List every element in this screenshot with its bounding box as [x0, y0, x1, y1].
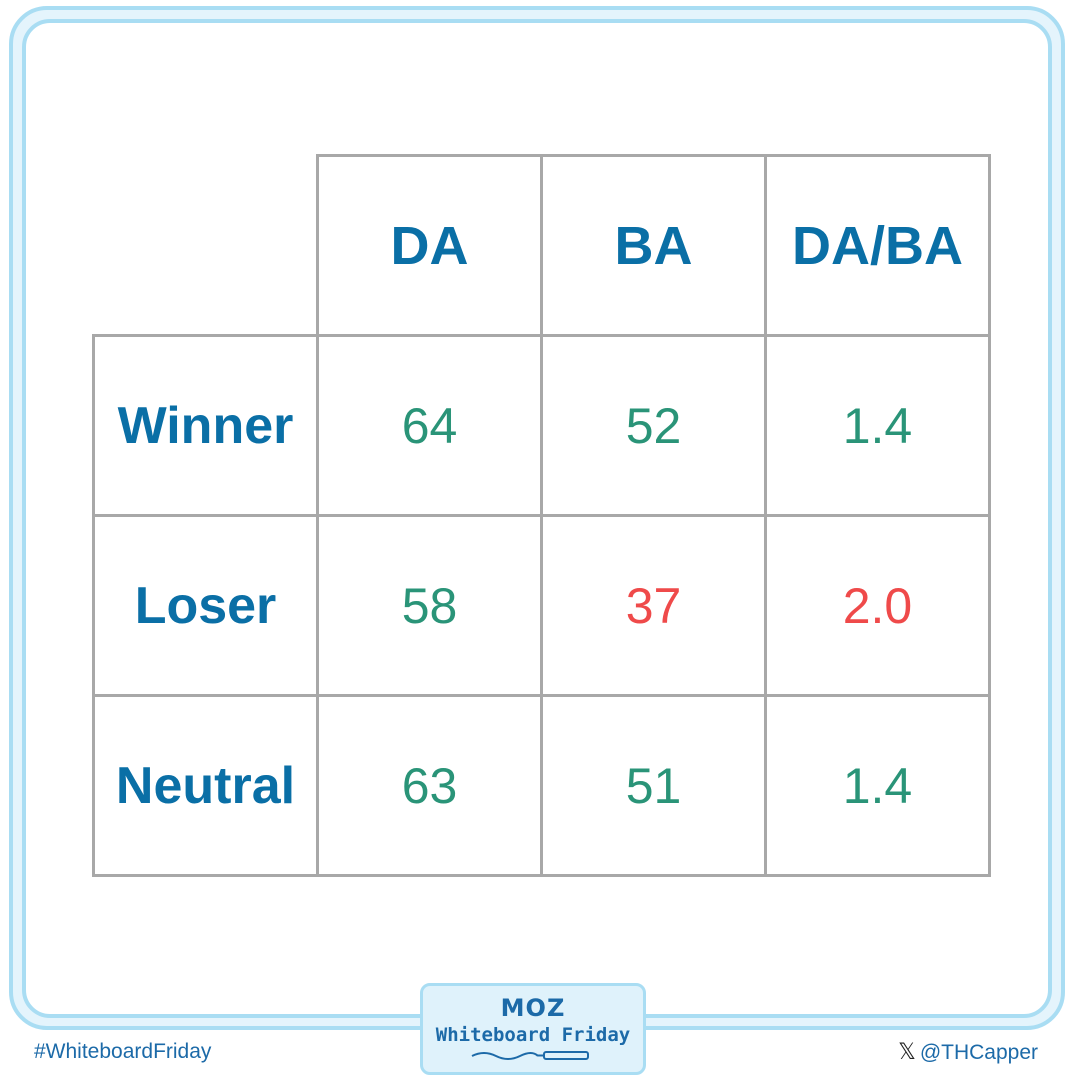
marker-squiggle-icon — [471, 1051, 589, 1060]
x-logo-icon: 𝕏 — [898, 1040, 916, 1065]
table-cell: 37 — [540, 514, 767, 697]
table-cell: 64 — [316, 334, 543, 517]
table-cell: 52 — [540, 334, 767, 517]
table-row: Neutral 63 51 1.4 — [92, 694, 991, 877]
table-cell: 58 — [316, 514, 543, 697]
table-cell: 63 — [316, 694, 543, 877]
author-handle: 𝕏 @THCapper — [898, 1040, 1038, 1065]
handle-text: @THCapper — [919, 1040, 1038, 1064]
table-cell: 51 — [540, 694, 767, 877]
table-cell: 1.4 — [764, 334, 991, 517]
whiteboard-friday-badge: MOZ Whiteboard Friday — [420, 983, 646, 1075]
row-header-neutral: Neutral — [92, 694, 319, 877]
table-cell: 2.0 — [764, 514, 991, 697]
table-row: Winner 64 52 1.4 — [92, 334, 991, 517]
badge-title: Whiteboard Friday — [435, 1024, 631, 1046]
hashtag-text: #WhiteboardFriday — [34, 1040, 212, 1063]
column-header-da: DA — [316, 154, 543, 337]
metrics-table: DA BA DA/BA Winner 64 52 1.4 Loser 58 37… — [92, 154, 991, 877]
column-header-ba: BA — [540, 154, 767, 337]
column-header-da-ba: DA/BA — [764, 154, 991, 337]
row-header-loser: Loser — [92, 514, 319, 697]
table-row: Loser 58 37 2.0 — [92, 514, 991, 697]
row-header-winner: Winner — [92, 334, 319, 517]
table-cell: 1.4 — [764, 694, 991, 877]
table-header-row: DA BA DA/BA — [93, 154, 991, 337]
moz-logo: MOZ — [500, 994, 566, 1022]
empty-corner-cell — [93, 155, 319, 337]
